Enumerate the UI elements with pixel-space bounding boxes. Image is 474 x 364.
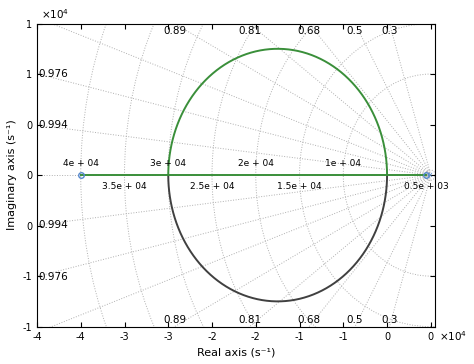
Text: 0.5e + 03: 0.5e + 03 — [404, 182, 449, 191]
Text: 3e + 04: 3e + 04 — [150, 159, 186, 168]
Text: 0.976: 0.976 — [39, 272, 68, 281]
Text: 0.68: 0.68 — [298, 314, 320, 325]
Text: 2e + 04: 2e + 04 — [238, 159, 273, 168]
Text: 3.5e + 04: 3.5e + 04 — [102, 182, 147, 191]
Y-axis label: Imaginary axis (s⁻¹): Imaginary axis (s⁻¹) — [7, 120, 17, 230]
Text: 0.89: 0.89 — [163, 25, 186, 36]
Text: 0.81: 0.81 — [238, 25, 261, 36]
Text: 0.3: 0.3 — [381, 25, 398, 36]
Text: 2.5e + 04: 2.5e + 04 — [190, 182, 234, 191]
Text: 0.3: 0.3 — [381, 314, 398, 325]
Text: 0.994: 0.994 — [39, 220, 68, 230]
Text: 0.68: 0.68 — [298, 25, 320, 36]
Text: $\times10^4$: $\times10^4$ — [439, 330, 467, 344]
Text: $\times10^4$: $\times10^4$ — [41, 7, 69, 20]
X-axis label: Real axis (s⁻¹): Real axis (s⁻¹) — [197, 347, 275, 357]
Text: 1e + 04: 1e + 04 — [325, 159, 361, 168]
Text: 0.81: 0.81 — [238, 314, 261, 325]
Text: 0.89: 0.89 — [163, 314, 186, 325]
Text: 0.5: 0.5 — [347, 314, 363, 325]
Text: 1.5e + 04: 1.5e + 04 — [277, 182, 322, 191]
Text: 0.994: 0.994 — [39, 120, 68, 130]
Text: 0.976: 0.976 — [39, 69, 68, 79]
Text: 0.5: 0.5 — [347, 25, 363, 36]
Text: «: « — [427, 170, 432, 180]
Text: 4e + 04: 4e + 04 — [63, 159, 99, 168]
